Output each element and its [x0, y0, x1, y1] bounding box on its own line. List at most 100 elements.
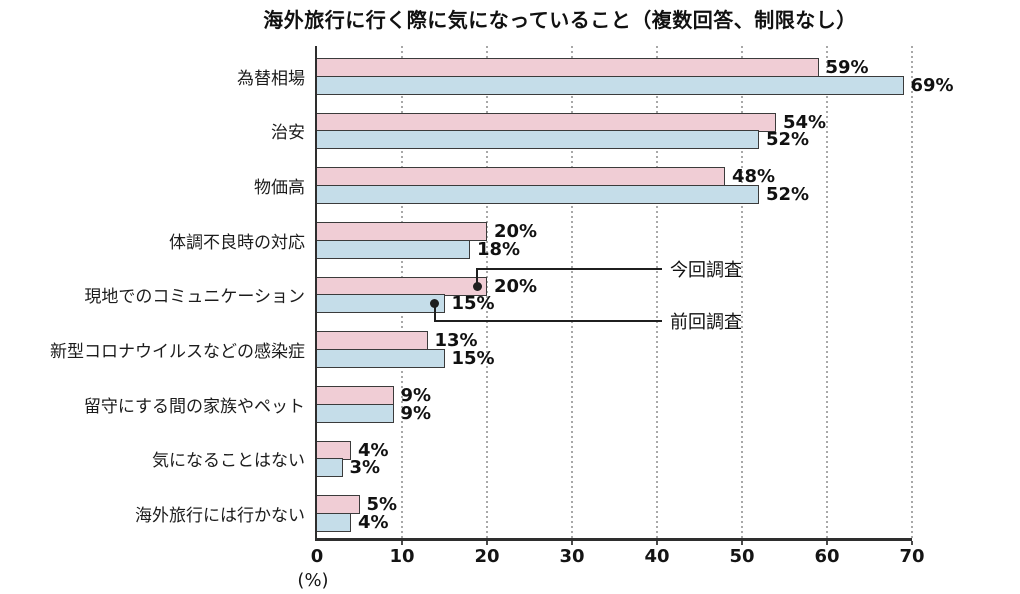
bar-current: [317, 112, 776, 132]
bar-current: [317, 440, 351, 460]
category-label: 海外旅行には行かない: [135, 506, 305, 527]
bar-row-line: 9%: [317, 402, 432, 424]
bar-current: [317, 331, 428, 351]
axis-tick: [486, 541, 488, 545]
legend-callout-riser-previous: [433, 303, 436, 322]
bar-row-line: 52%: [317, 129, 810, 151]
bar-row-line: 4%: [317, 511, 389, 533]
category-label: 治安: [271, 123, 305, 144]
value-label: 59%: [825, 57, 869, 78]
value-label: 15%: [451, 347, 495, 369]
bar-row-line: 5%: [317, 494, 398, 516]
legend-dot-current: [472, 281, 482, 291]
x-tick-label: 50: [729, 546, 755, 567]
category-label: 為替相場: [237, 68, 305, 89]
category-row: 海外旅行には行かない: [0, 483, 305, 538]
x-tick-label: 10: [389, 546, 415, 567]
bar-previous: [317, 184, 759, 204]
category-label: 留守にする間の家族やペット: [83, 396, 305, 417]
category-label: 体調不良時の対応: [169, 232, 305, 253]
x-tick-label: 30: [559, 546, 585, 567]
value-label: 4%: [358, 439, 389, 461]
gridline: [656, 46, 658, 538]
bar-row-line: 15%: [317, 293, 495, 315]
category-label: 新型コロナウイルスなどの感染症: [50, 342, 305, 363]
bar-row-line: 20%: [317, 275, 538, 297]
bar-current: [317, 386, 394, 405]
gridline: [741, 46, 743, 538]
bar-previous: [317, 403, 394, 423]
axis-tick: [656, 541, 658, 545]
value-label: 48%: [732, 166, 776, 188]
category-row: 為替相場: [0, 46, 305, 101]
bar-previous: [317, 294, 445, 314]
category-label: 現地でのコミュニケーション: [84, 287, 305, 308]
bar-row-line: 48%: [317, 166, 776, 188]
bar-current: [317, 222, 487, 241]
category-row: 体調不良時の対応: [0, 210, 305, 265]
gridline: [911, 46, 913, 538]
x-tick-label: 20: [474, 546, 500, 567]
value-label: 52%: [766, 129, 810, 151]
gridline: [571, 46, 573, 538]
bar-row-line: 15%: [317, 347, 495, 369]
bar-current: [317, 58, 819, 77]
value-label: 20%: [494, 275, 538, 297]
legend-callout-line-previous: [433, 320, 662, 323]
legend-callout-riser-current: [476, 268, 478, 287]
gridline: [486, 46, 488, 538]
legend-dot-previous: [430, 299, 439, 309]
axis-tick: [401, 541, 403, 545]
bar-row-line: 59%: [317, 58, 869, 77]
axis-tick: [826, 541, 828, 545]
bar-row-line: 3%: [317, 457, 381, 479]
bar-row-line: 4%: [317, 439, 389, 461]
bar-previous: [317, 130, 759, 150]
value-label: 13%: [434, 330, 478, 352]
bar-row-line: 69%: [317, 74, 954, 96]
bar-previous: [317, 512, 351, 532]
bar-row-line: 18%: [317, 238, 521, 260]
chart-title: 海外旅行に行く際に気になっていること（複数回答、制限なし）: [263, 8, 857, 32]
bar-previous: [317, 348, 445, 368]
bar-row-line: 54%: [317, 111, 827, 133]
category-row: 留守にする間の家族やペット: [0, 374, 305, 429]
value-label: 9%: [400, 402, 432, 424]
category-row: 治安: [0, 101, 305, 156]
axis-tick: [741, 541, 743, 545]
value-label: 9%: [400, 385, 432, 406]
category-axis-labels: 為替相場治安物価高体調不良時の対応現地でのコミュニケーション新型コロナウイルスな…: [0, 46, 305, 538]
x-tick-label: 70: [899, 546, 925, 567]
bar-previous: [317, 458, 343, 478]
value-label: 20%: [494, 221, 538, 242]
x-tick-label: 60: [814, 546, 840, 567]
value-label: 15%: [451, 293, 495, 315]
category-row: 物価高: [0, 155, 305, 210]
bar-previous: [317, 75, 904, 95]
category-row: 気になることはない: [0, 429, 305, 484]
bar-row-line: 52%: [317, 183, 810, 205]
plot-area: 59% 69% 54% 52% 48% 52% 20% 18% 20% 15% 13% 15% 9% 9%…: [315, 46, 954, 545]
bar-current: [317, 167, 725, 187]
axis-tick: [911, 541, 913, 545]
category-label: 物価高: [254, 178, 305, 199]
x-tick-label: 0: [310, 546, 324, 567]
category-row: 新型コロナウイルスなどの感染症: [0, 319, 305, 374]
value-label: 4%: [358, 511, 389, 533]
value-label: 5%: [366, 494, 398, 516]
value-label: 69%: [910, 74, 954, 96]
x-tick-label: 40: [644, 546, 670, 567]
x-axis-unit-label: (%): [297, 570, 329, 591]
axis-tick: [571, 541, 573, 545]
category-label: 気になることはない: [152, 451, 305, 472]
value-label: 3%: [349, 457, 381, 479]
value-label: 54%: [783, 111, 827, 133]
legend-label-previous: 前回調査: [670, 312, 742, 334]
bar-current: [317, 495, 360, 515]
legend-label-current: 今回調査: [670, 259, 742, 281]
x-axis-tick-labels: 0 10 20 30 40 50 60 70: [311, 546, 925, 568]
bar-previous: [317, 239, 470, 259]
value-label: 18%: [477, 238, 521, 260]
value-label: 52%: [766, 183, 810, 205]
category-row: 現地でのコミュニケーション: [0, 265, 305, 320]
